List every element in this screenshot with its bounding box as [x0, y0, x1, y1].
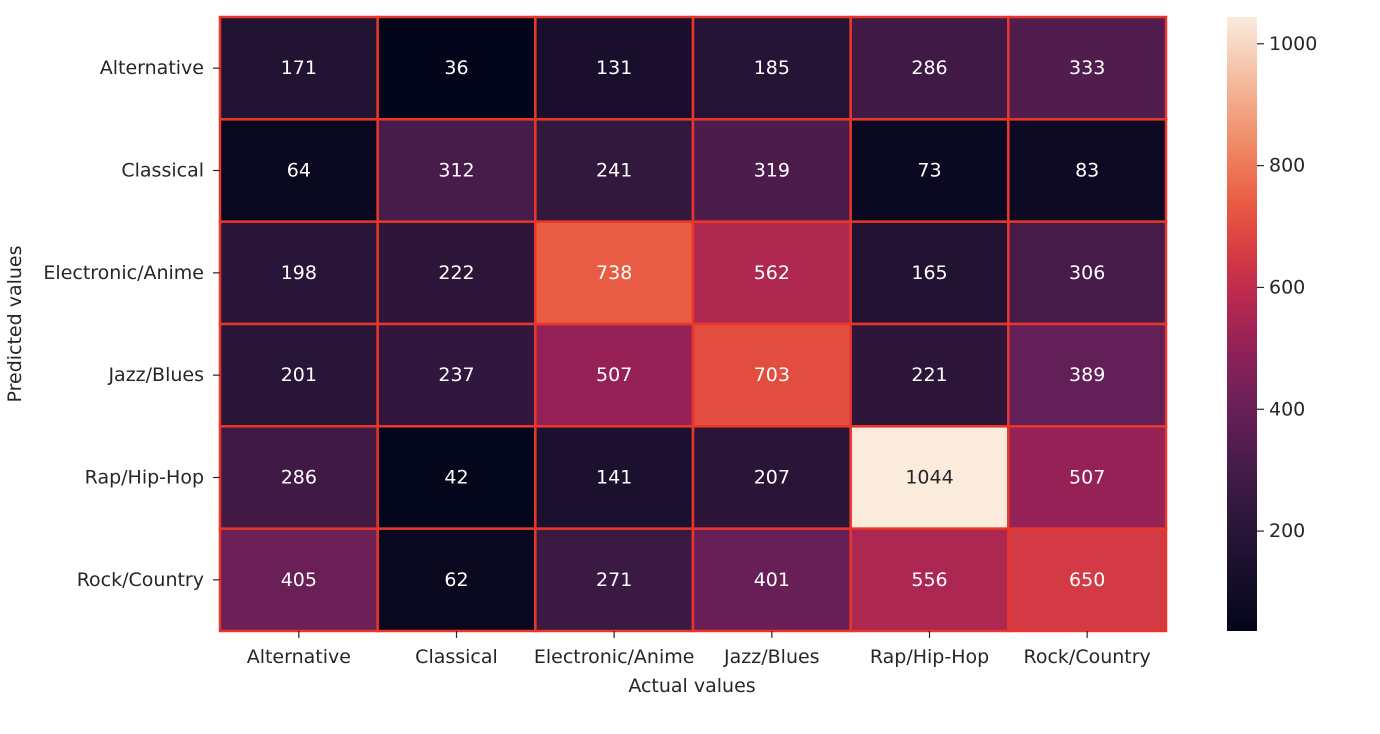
x-tick-label: Rock/Country — [1024, 646, 1151, 668]
colorbar-tick-label: 1000 — [1269, 33, 1317, 55]
heatmap-cell-value: 271 — [596, 569, 632, 591]
heatmap-cell — [1007, 15, 1168, 121]
heatmap-cell — [376, 322, 537, 428]
x-tick-label: Rap/Hip-Hop — [870, 646, 989, 668]
heatmap-cell — [691, 322, 852, 428]
x-axis-ticks: Alternative Classical Electronic/Anime Jazz… — [247, 631, 1151, 668]
heatmap-cell-value: 562 — [754, 262, 790, 284]
colorbar: 200 400 600 800 1000 — [1227, 17, 1317, 631]
heatmap-cell-value: 201 — [281, 364, 317, 386]
heatmap-cell — [218, 15, 379, 121]
heatmap-cell — [849, 322, 1010, 428]
y-axis-ticks: Alternative Classical Electronic/Anime Jazz… — [43, 57, 220, 591]
heatmap-cell-value: 507 — [596, 364, 632, 386]
heatmap-cell-value: 738 — [596, 262, 632, 284]
colorbar-tick-label: 800 — [1269, 155, 1305, 177]
x-axis-label: Actual values — [628, 675, 755, 697]
x-tick-label: Alternative — [247, 646, 351, 668]
heatmap-cell-value: 312 — [438, 160, 474, 182]
heatmap-cell-value: 401 — [754, 569, 790, 591]
heatmap-cell — [534, 15, 695, 121]
y-tick-label: Classical — [121, 160, 204, 182]
heatmap-cell-value: 185 — [754, 57, 790, 79]
colorbar-tick-label: 400 — [1269, 398, 1305, 420]
heatmap-cell-value: 286 — [281, 467, 317, 489]
heatmap-cell — [691, 118, 852, 223]
colorbar-tick-label: 600 — [1269, 276, 1305, 298]
heatmap-cell — [849, 220, 1010, 326]
heatmap-cell-value: 507 — [1069, 467, 1105, 489]
y-axis-label: Predicted values — [4, 245, 26, 402]
heatmap-cell-value: 237 — [438, 364, 474, 386]
heatmap-cell-value: 319 — [754, 160, 790, 182]
heatmap-cell — [376, 220, 537, 326]
heatmap-cell — [849, 425, 1010, 530]
heatmap-cell-value: 221 — [911, 364, 947, 386]
heatmap-cell — [534, 425, 695, 530]
heatmap-cell-value: 141 — [596, 467, 632, 489]
y-tick-label: Alternative — [100, 57, 204, 79]
x-tick-label: Classical — [415, 646, 498, 668]
heatmap-cell-value: 241 — [596, 160, 632, 182]
heatmap-cell-value: 207 — [754, 467, 790, 489]
heatmap-cell — [1007, 118, 1168, 223]
heatmap-cell — [691, 425, 852, 530]
heatmap-cell-value: 306 — [1069, 262, 1105, 284]
heatmap-cell-value: 650 — [1069, 569, 1105, 591]
heatmap-cell-value: 703 — [754, 364, 790, 386]
heatmap-cell-value: 165 — [911, 262, 947, 284]
y-tick-label: Jazz/Blues — [107, 364, 204, 386]
heatmap-cell — [1007, 220, 1168, 326]
colorbar-tick-label: 200 — [1269, 520, 1305, 542]
heatmap-cell-value: 286 — [911, 57, 947, 79]
heatmap-cells — [218, 15, 1168, 633]
heatmap-cell — [1007, 527, 1168, 633]
heatmap-cell-value: 389 — [1069, 364, 1105, 386]
heatmap-cell-value: 222 — [438, 262, 474, 284]
x-tick-label: Jazz/Blues — [723, 646, 820, 668]
heatmap-cell — [1007, 425, 1168, 530]
y-tick-label: Electronic/Anime — [43, 262, 204, 284]
heatmap-cell-value: 333 — [1069, 57, 1105, 79]
heatmap-cell-value: 36 — [444, 57, 468, 79]
heatmap-cell — [218, 322, 379, 428]
y-tick-label: Rap/Hip-Hop — [85, 467, 204, 489]
heatmap-cell — [1007, 322, 1168, 428]
heatmap-cell-value: 83 — [1075, 160, 1099, 182]
colorbar-gradient — [1227, 17, 1257, 631]
heatmap-cell — [218, 527, 379, 633]
heatmap-cell-value: 405 — [281, 569, 317, 591]
heatmap-cell-value: 198 — [281, 262, 317, 284]
heatmap-cell-value: 42 — [444, 467, 468, 489]
heatmap-cell-value: 73 — [917, 160, 941, 182]
heatmap-cell — [376, 118, 537, 223]
heatmap-cell-value: 1044 — [905, 467, 953, 489]
heatmap-cell-labels: 171 36 131 185 286 333 64 312 241 319 73 83 198 222 73… — [281, 57, 1106, 591]
heatmap-cell-value: 64 — [287, 160, 311, 182]
heatmap-cell-value: 131 — [596, 57, 632, 79]
heatmap-cell-value: 556 — [911, 569, 947, 591]
heatmap-cell — [376, 15, 537, 121]
heatmap-cell-value: 171 — [281, 57, 317, 79]
x-tick-label: Electronic/Anime — [534, 646, 695, 668]
heatmap-cell-value: 62 — [444, 569, 468, 591]
heatmap-cell — [534, 322, 695, 428]
y-tick-label: Rock/Country — [77, 569, 204, 591]
heatmap-cell — [691, 220, 852, 326]
